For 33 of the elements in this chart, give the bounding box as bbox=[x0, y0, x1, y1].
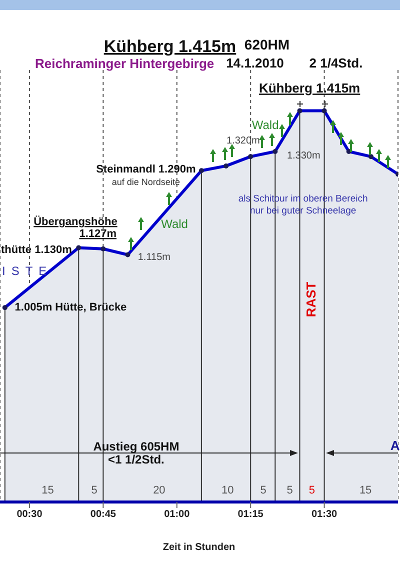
x-tick-label: 00:45 bbox=[90, 509, 116, 520]
chart-title: Kühberg 1.415m bbox=[104, 37, 236, 56]
annotation: Übergangshöhe bbox=[34, 215, 118, 228]
x-tick-label: 01:15 bbox=[238, 509, 264, 520]
text: Kühberg 1.415m bbox=[258, 80, 360, 96]
x-tick-label: 01:30 bbox=[312, 509, 338, 520]
annotation: 20 bbox=[153, 484, 166, 496]
annotation: 15 bbox=[359, 484, 372, 496]
annotation: 5 bbox=[308, 484, 315, 496]
annotation: Wald bbox=[252, 118, 279, 132]
annotation: <1 1/2Std. bbox=[108, 452, 164, 466]
x-axis-title: Zeit in Stunden bbox=[162, 542, 236, 553]
annotation: 5 bbox=[286, 484, 293, 496]
annotation: ISTE bbox=[2, 264, 53, 278]
annotation: RAST bbox=[303, 282, 318, 318]
annotation: 1.115m bbox=[138, 252, 170, 263]
annotation: thütte 1.130m bbox=[1, 244, 72, 256]
annotation: 5 bbox=[91, 484, 98, 496]
chart-subtitle: Reichraminger Hintergebirge bbox=[35, 56, 214, 71]
x-tick-label: 01:00 bbox=[164, 509, 190, 520]
annotation: 1.127m bbox=[79, 228, 117, 240]
x-tick-label: 00:30 bbox=[16, 509, 43, 520]
annotation: 10 bbox=[221, 484, 234, 496]
annotation: Steinmandl 1.290m bbox=[96, 164, 196, 176]
annotation: 5 bbox=[260, 484, 266, 496]
text: 2 1/4Std. bbox=[309, 55, 363, 70]
annotation: 15 bbox=[42, 484, 54, 496]
text: 14.1.2010 bbox=[226, 55, 284, 70]
annotation: 1.320m bbox=[226, 136, 260, 147]
annotation: A bbox=[390, 438, 400, 454]
text: 620HM bbox=[244, 36, 290, 53]
annotation: auf die Nordseite bbox=[112, 177, 180, 188]
annotation: Wald bbox=[161, 217, 188, 232]
